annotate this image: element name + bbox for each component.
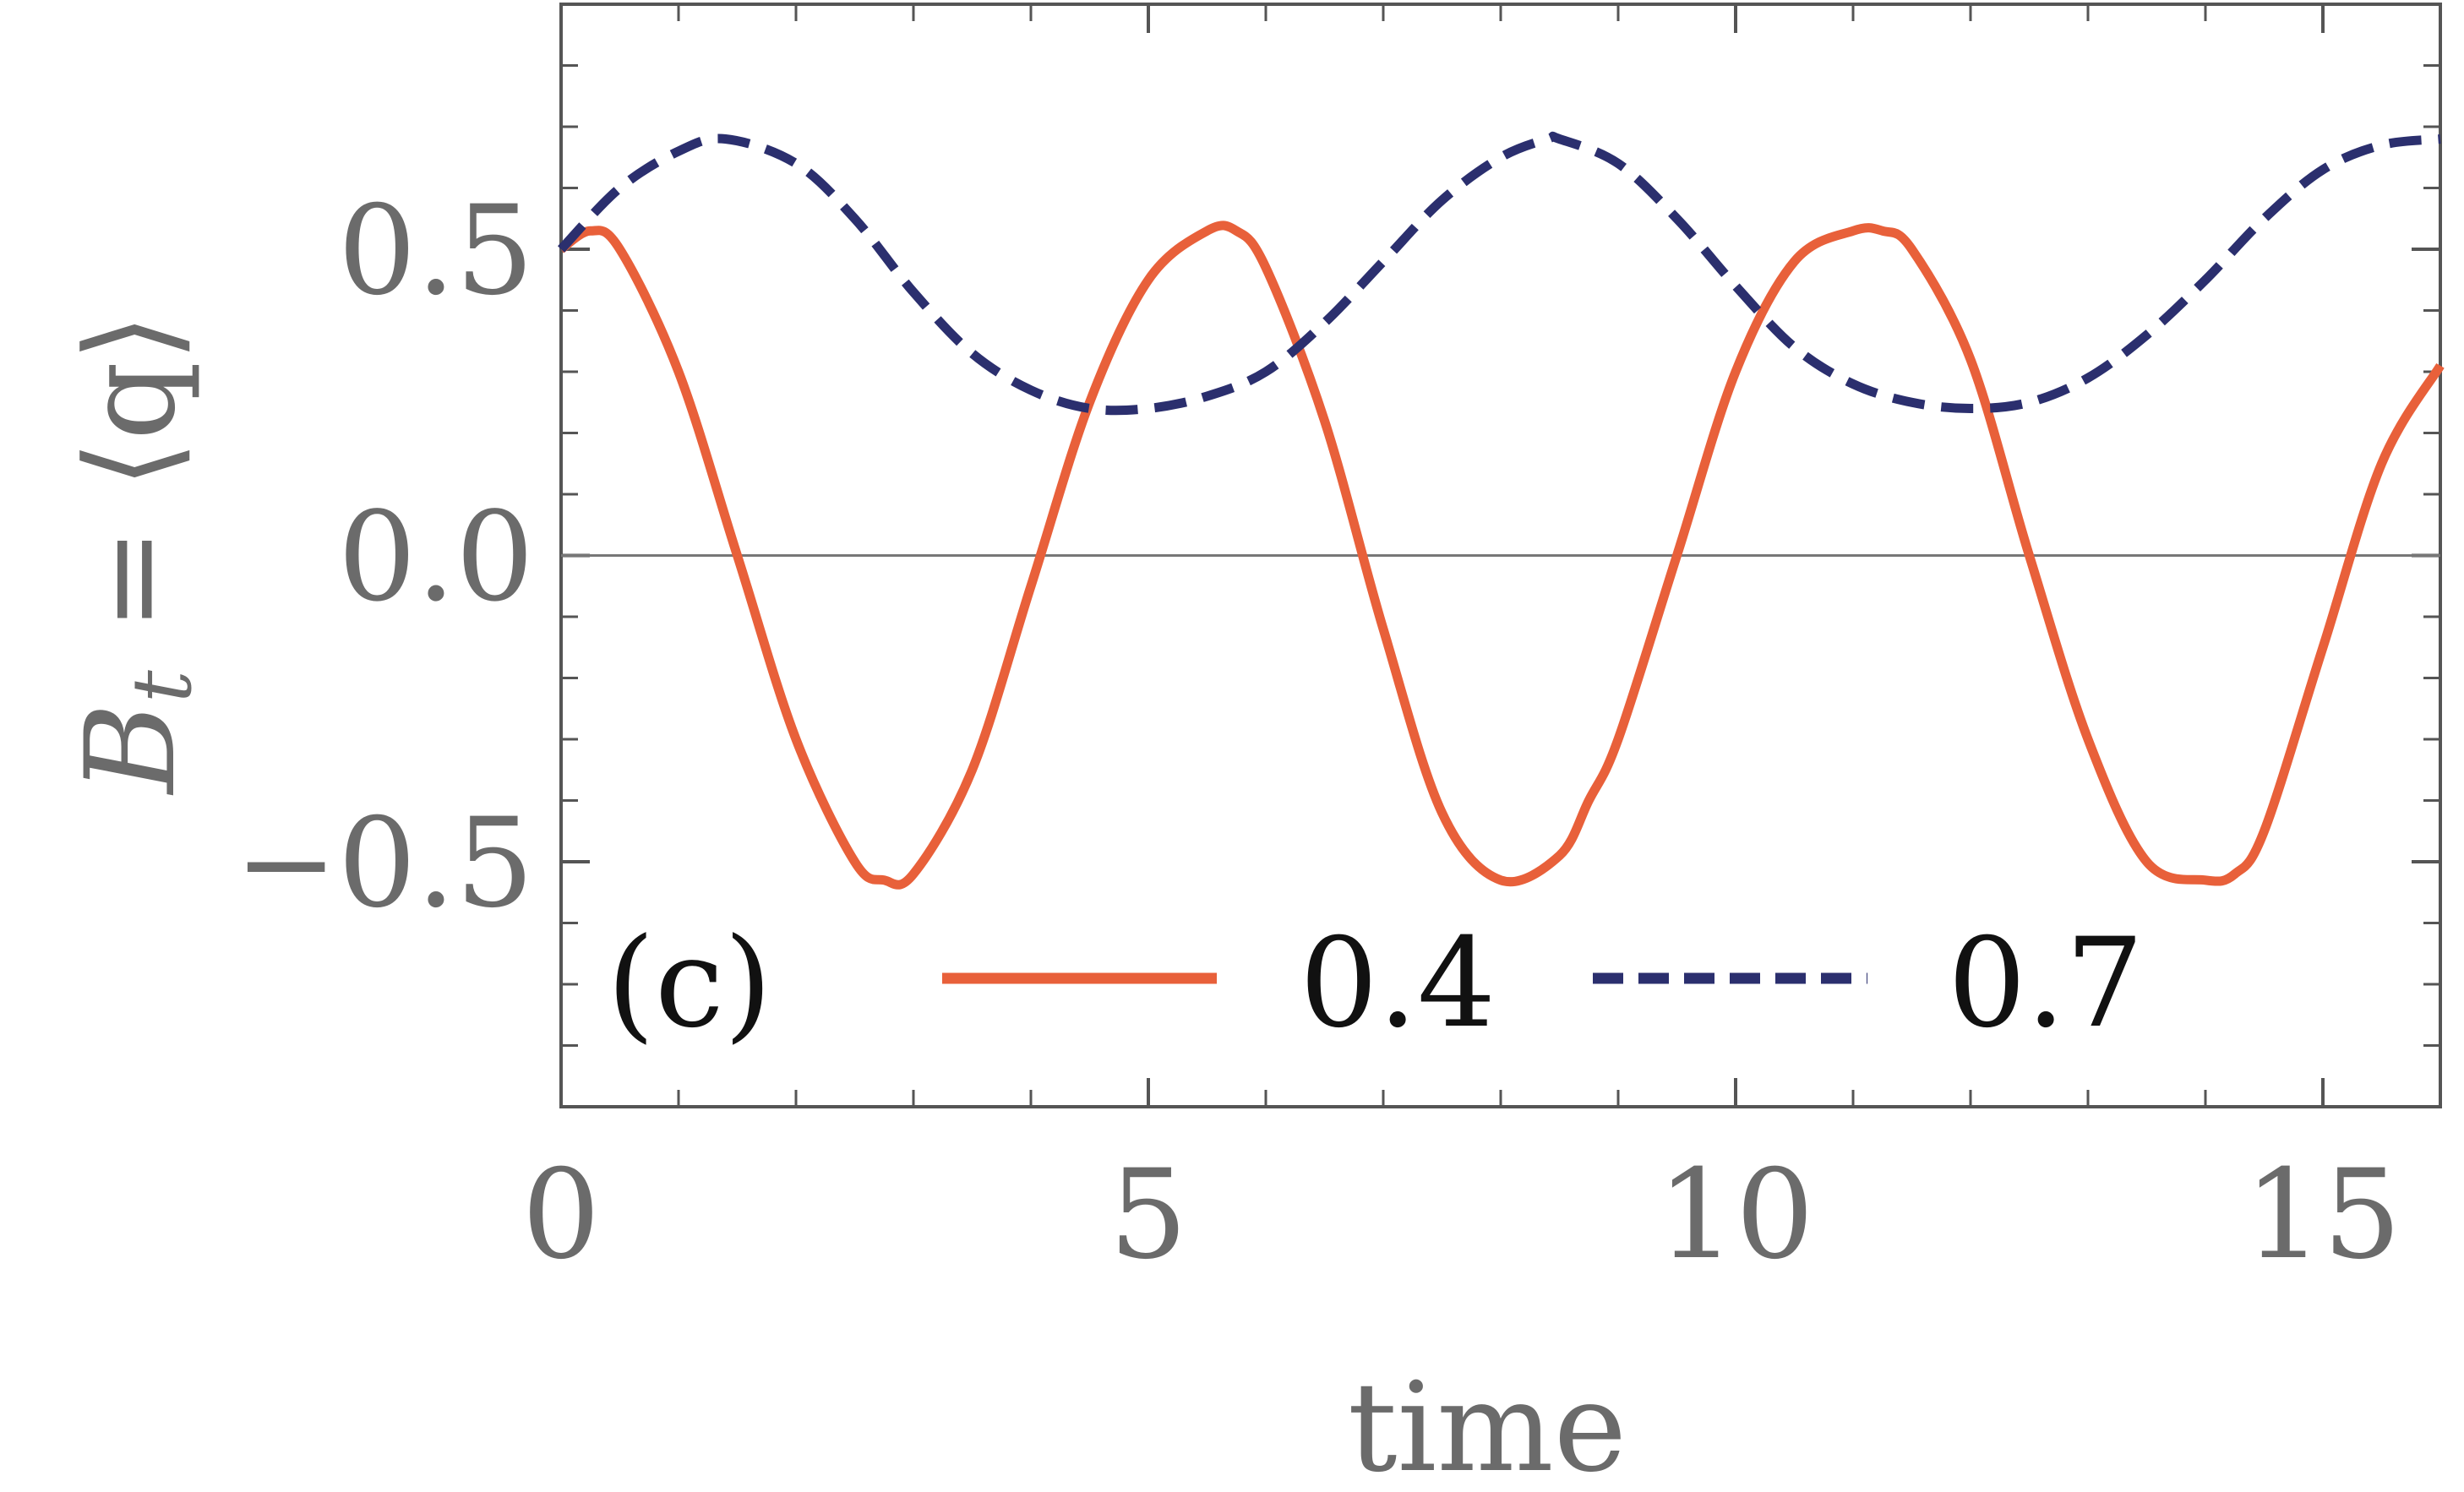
- x-tick-labels: 0 5 10 15: [522, 1143, 2401, 1287]
- y-axis-title-rest: = ⟨q⟩: [59, 313, 203, 671]
- x-tick-label: 15: [2244, 1143, 2401, 1287]
- y-axis-title-subscript: t: [115, 670, 210, 703]
- panel-label: (c): [607, 912, 772, 1055]
- y-axis-title-main: B: [59, 703, 203, 796]
- minor-ticks: [561, 3, 2442, 1108]
- series-line-1: [558, 131, 2441, 416]
- x-tick-label: 10: [1657, 1143, 1814, 1287]
- legend: (c) 0.4 0.7: [607, 912, 2144, 1055]
- y-axis-title: Bt = ⟨q⟩: [59, 313, 210, 796]
- y-tick-labels: −0.5 0.0 0.5: [234, 179, 534, 935]
- y-tick-label: 0.5: [338, 179, 534, 323]
- legend-label-series-1: 0.7: [1948, 912, 2144, 1055]
- y-tick-label: 0.0: [338, 486, 534, 629]
- x-tick-label: 0: [522, 1143, 601, 1287]
- x-tick-label: 5: [1109, 1143, 1188, 1287]
- series-layer: [558, 131, 2445, 890]
- y-tick-label: −0.5: [234, 792, 534, 935]
- x-axis-title: time: [1348, 1356, 1627, 1492]
- series-line-0: [558, 221, 2445, 890]
- legend-label-series-0: 0.4: [1300, 912, 1496, 1055]
